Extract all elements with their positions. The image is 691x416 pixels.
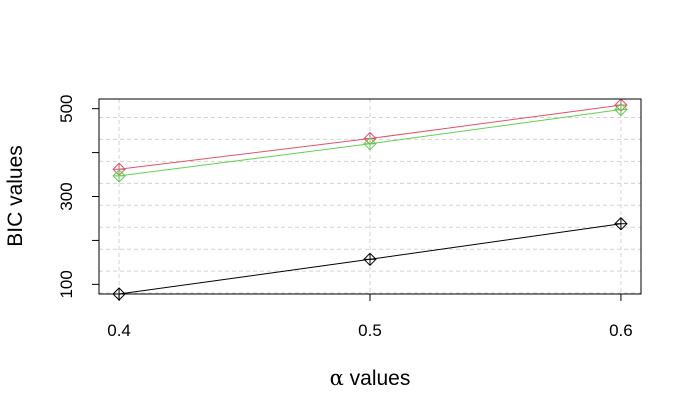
x-tick-label: 0.6 (609, 321, 633, 340)
y-tick-label: 500 (57, 94, 76, 122)
data-point (112, 169, 126, 183)
data-point (363, 252, 377, 267)
y-tick-label: 100 (57, 270, 76, 298)
series-1 (112, 217, 628, 301)
x-axis-title: α values (330, 366, 411, 390)
y-axis-title: BIC values (4, 145, 27, 247)
axes-layer: 0.4 0.5 0.6 100 300 500 (57, 94, 633, 340)
data-point (614, 217, 628, 231)
data-point (614, 102, 628, 117)
series-layer (112, 98, 628, 301)
series-3 (112, 102, 628, 183)
data-point (363, 137, 377, 151)
x-tick-label: 0.5 (358, 321, 382, 340)
x-tick-label: 0.4 (107, 321, 131, 340)
y-tick-label: 300 (57, 182, 76, 210)
